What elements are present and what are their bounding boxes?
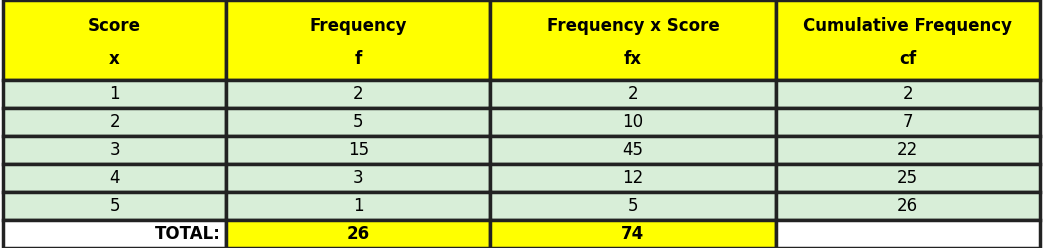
- Bar: [3, 192, 226, 220]
- Text: 22: 22: [897, 141, 918, 159]
- Bar: [226, 220, 490, 248]
- Bar: [776, 164, 1040, 192]
- Bar: [226, 192, 490, 220]
- Bar: [776, 108, 1040, 136]
- Bar: [490, 192, 776, 220]
- Bar: [776, 220, 1040, 248]
- Text: 26: 26: [346, 225, 370, 243]
- Text: cf: cf: [899, 50, 916, 68]
- Bar: [226, 164, 490, 192]
- Text: 3: 3: [110, 141, 120, 159]
- Bar: [226, 136, 490, 164]
- Bar: [490, 164, 776, 192]
- Bar: [490, 220, 776, 248]
- Text: x: x: [110, 50, 120, 68]
- Bar: [3, 136, 226, 164]
- Text: 45: 45: [623, 141, 644, 159]
- Text: 5: 5: [110, 197, 120, 215]
- Text: Score: Score: [88, 17, 141, 35]
- Text: f: f: [355, 50, 362, 68]
- Bar: [3, 108, 226, 136]
- Bar: [776, 80, 1040, 108]
- Text: fx: fx: [624, 50, 641, 68]
- Bar: [776, 136, 1040, 164]
- Text: 7: 7: [902, 113, 913, 131]
- Text: 2: 2: [628, 85, 638, 103]
- Bar: [776, 192, 1040, 220]
- Text: 12: 12: [623, 169, 644, 187]
- Text: 74: 74: [622, 225, 645, 243]
- Bar: [3, 164, 226, 192]
- Text: 5: 5: [353, 113, 363, 131]
- Text: 1: 1: [110, 85, 120, 103]
- Text: 4: 4: [110, 169, 120, 187]
- Text: Cumulative Frequency: Cumulative Frequency: [803, 17, 1012, 35]
- Text: 1: 1: [353, 197, 364, 215]
- Text: 3: 3: [353, 169, 364, 187]
- Text: Frequency: Frequency: [310, 17, 407, 35]
- Bar: [490, 80, 776, 108]
- Text: 10: 10: [623, 113, 644, 131]
- Bar: [776, 0, 1040, 80]
- Bar: [226, 0, 490, 80]
- Text: 15: 15: [347, 141, 369, 159]
- Text: 2: 2: [110, 113, 120, 131]
- Text: 25: 25: [897, 169, 918, 187]
- Bar: [3, 220, 226, 248]
- Bar: [3, 80, 226, 108]
- Text: TOTAL:: TOTAL:: [155, 225, 221, 243]
- Text: Frequency x Score: Frequency x Score: [547, 17, 720, 35]
- Bar: [490, 108, 776, 136]
- Text: 26: 26: [897, 197, 918, 215]
- Bar: [3, 0, 226, 80]
- Bar: [226, 108, 490, 136]
- Bar: [490, 136, 776, 164]
- Bar: [490, 0, 776, 80]
- Text: 5: 5: [628, 197, 638, 215]
- Bar: [226, 80, 490, 108]
- Text: 2: 2: [902, 85, 913, 103]
- Text: 2: 2: [353, 85, 364, 103]
